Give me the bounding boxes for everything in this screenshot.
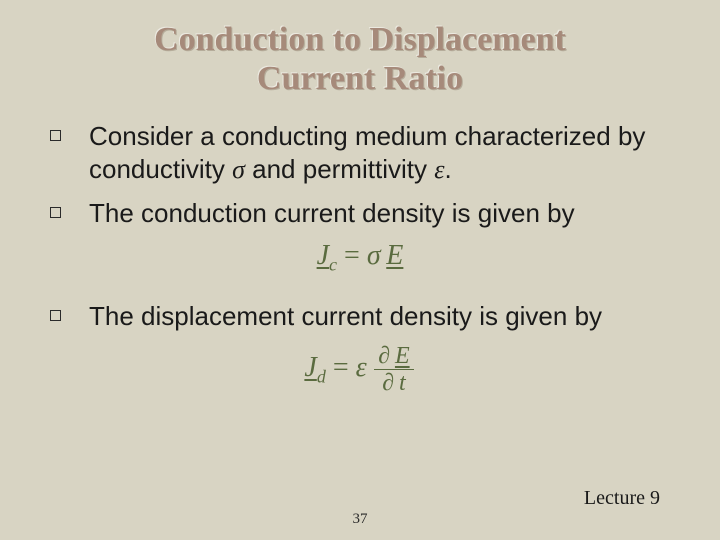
equals: = xyxy=(337,240,367,271)
text-fragment: . xyxy=(444,154,451,184)
subscript-d: d xyxy=(317,367,326,387)
equation-conduction: Jc = σ E xyxy=(50,240,670,276)
vector-J: J xyxy=(304,352,316,383)
bullet-marker-icon xyxy=(50,310,61,321)
subscript-c: c xyxy=(329,255,337,275)
sigma-symbol: σ xyxy=(232,155,245,184)
epsilon-symbol: ε xyxy=(434,155,444,184)
bullet-marker-icon xyxy=(50,130,61,141)
slide-title: Conduction to Displacement Current Ratio xyxy=(0,0,720,98)
title-line-1: Conduction to Displacement xyxy=(154,21,566,58)
bullet-text: Consider a conducting medium characteriz… xyxy=(89,120,670,187)
fraction: ∂ E∂ t xyxy=(374,343,413,397)
bullet-text: The conduction current density is given … xyxy=(89,197,575,230)
slide-body: Consider a conducting medium characteriz… xyxy=(0,98,720,396)
sigma-symbol: σ xyxy=(367,240,381,271)
epsilon-symbol: ε xyxy=(356,352,367,383)
equals: = xyxy=(326,352,356,383)
vector-J: J xyxy=(317,240,329,271)
vector-E: E xyxy=(395,343,410,369)
bullet-marker-icon xyxy=(50,207,61,218)
title-line-2: Current Ratio xyxy=(257,60,463,97)
text-fragment: and permittivity xyxy=(245,154,434,184)
bullet-item: The conduction current density is given … xyxy=(50,197,670,230)
lecture-label: Lecture 9 xyxy=(584,487,660,510)
bullet-text: The displacement current density is give… xyxy=(89,300,602,333)
vector-E: E xyxy=(386,240,403,271)
variable-t: t xyxy=(399,370,406,396)
equation-displacement: Jd = ε ∂ E∂ t xyxy=(50,343,670,397)
partial-symbol: ∂ xyxy=(378,343,390,369)
bullet-item: Consider a conducting medium characteriz… xyxy=(50,120,670,187)
slide-footer: 37 xyxy=(0,510,720,528)
bullet-item: The displacement current density is give… xyxy=(50,300,670,333)
page-number: 37 xyxy=(353,511,368,527)
partial-symbol: ∂ xyxy=(382,370,394,396)
